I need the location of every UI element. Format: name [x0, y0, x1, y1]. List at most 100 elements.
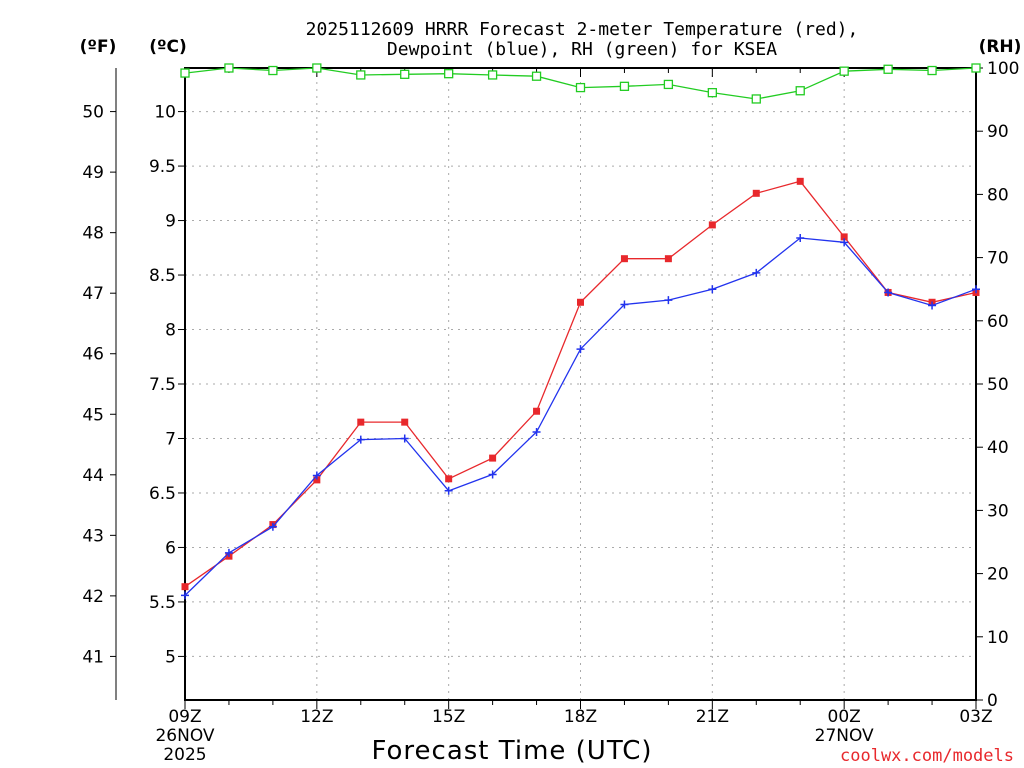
celsius-tick-label: 10: [154, 103, 176, 123]
dewpoint-point: [312, 471, 321, 480]
celsius-unit-label: (ºC): [149, 37, 187, 57]
dewpoint-point: [268, 522, 277, 531]
dewpoint-point: [488, 470, 497, 479]
fahrenheit-unit-label: (ºF): [80, 37, 117, 57]
fahrenheit-tick-label: 41: [82, 647, 104, 667]
rh-point: [444, 69, 454, 79]
rh-tick-label: 0: [987, 691, 998, 711]
rh-point: [663, 79, 674, 90]
temperature-point: [313, 476, 321, 484]
celsius-tick-label: 7.5: [149, 375, 176, 395]
celsius-tick-label: 7: [165, 429, 176, 449]
chart-title: 2025112609 HRRR Forecast 2-meter Tempera…: [306, 19, 859, 40]
temperature-point: [401, 418, 409, 426]
rh-point: [268, 65, 278, 76]
x-date-label: 26NOV: [155, 726, 214, 746]
temperature-point: [533, 407, 541, 415]
dewpoint-point: [752, 268, 761, 277]
celsius-tick-label: 6.5: [149, 484, 176, 504]
fahrenheit-tick-label: 44: [82, 466, 104, 486]
chart-subtitle: Dewpoint (blue), RH (green) for KSEA: [387, 39, 777, 60]
rh-point: [487, 70, 498, 80]
rh-point: [575, 82, 586, 93]
rh-point: [619, 81, 630, 91]
gridlines: [185, 68, 976, 700]
dewpoint-point: [576, 345, 585, 354]
temperature-point: [577, 298, 584, 306]
rh-point: [795, 86, 805, 96]
x-tick-label: 09Z: [168, 707, 201, 727]
fahrenheit-tick-label: 48: [82, 224, 104, 244]
celsius-tick-label: 9.5: [149, 157, 176, 177]
celsius-tick-label: 5: [165, 647, 176, 667]
dewpoint-point: [664, 296, 673, 305]
dewpoint-point: [928, 301, 937, 310]
dewpoint-point: [400, 434, 409, 443]
temperature-point: [840, 233, 848, 241]
celsius-tick-label: 5.5: [149, 593, 176, 613]
temperature-point: [708, 221, 716, 229]
rh-point: [971, 63, 981, 73]
x-tick-label: 18Z: [564, 707, 597, 727]
celsius-tick-label: 9: [165, 212, 176, 232]
rh-tick-label: 100: [987, 59, 1019, 79]
rh-point: [400, 69, 410, 79]
celsius-tick-label: 8.5: [149, 266, 176, 286]
rh-tick-label: 60: [987, 312, 1009, 332]
temperature-point: [181, 583, 189, 591]
fahrenheit-tick-label: 50: [82, 103, 104, 123]
temperature-point: [357, 418, 365, 426]
x-date-label: 27NOV: [815, 726, 874, 746]
fahrenheit-tick-label: 46: [82, 345, 104, 365]
rh-tick-label: 80: [987, 185, 1009, 205]
temperature-point: [445, 475, 453, 483]
rh-point: [707, 87, 717, 98]
rh-tick-label: 10: [987, 628, 1009, 648]
dewpoint-point: [181, 591, 189, 600]
axes: [110, 67, 983, 709]
dewpoint-point: [972, 285, 980, 294]
tick-labels: 5 5.5 6 6.5 7 7.5 8 8.5 9 9.5 10 41 42 43 44 45 46 47 48 49…: [82, 59, 1019, 765]
fahrenheit-tick-label: 42: [82, 587, 104, 607]
dewpoint-point: [532, 427, 541, 436]
temperature-point: [664, 255, 672, 263]
x-year-label: 2025: [163, 745, 206, 765]
rh-point: [180, 68, 190, 78]
rh-point: [927, 65, 937, 76]
x-tick-label: 12Z: [300, 707, 333, 727]
rh-point: [883, 64, 893, 74]
dewpoint-line: [184, 237, 977, 596]
celsius-tick-label: 6: [165, 538, 176, 558]
x-tick-label: 03Z: [959, 707, 992, 727]
rh-point: [224, 63, 234, 73]
temperature-point: [752, 189, 760, 197]
dewpoint-point: [884, 288, 893, 297]
data-series: [180, 63, 981, 600]
rh-tick-label: 40: [987, 438, 1009, 458]
dewpoint-point: [356, 435, 365, 444]
dewpoint-point: [840, 238, 849, 247]
rh-point: [356, 70, 366, 80]
celsius-tick-label: 8: [165, 321, 176, 341]
rh-point: [839, 66, 849, 76]
rh-point: [531, 71, 542, 81]
dewpoint-point: [708, 285, 717, 294]
fahrenheit-tick-label: 47: [82, 284, 104, 304]
rh-tick-label: 20: [987, 565, 1009, 585]
fahrenheit-tick-label: 43: [82, 526, 104, 546]
x-tick-label: 21Z: [696, 707, 729, 727]
credit-link[interactable]: coolwx.com/models: [840, 746, 1014, 766]
temperature-point: [489, 454, 497, 462]
x-axis-label: Forecast Time (UTC): [371, 736, 652, 766]
temperature-point: [796, 177, 804, 185]
dewpoint-point: [444, 486, 453, 495]
rh-tick-label: 50: [987, 375, 1009, 395]
rh-tick-label: 90: [987, 122, 1009, 142]
rh-tick-label: 70: [987, 249, 1009, 269]
fahrenheit-tick-label: 45: [82, 405, 104, 425]
rh-tick-label: 30: [987, 501, 1009, 521]
dewpoint-point: [224, 548, 233, 557]
temperature-point: [620, 255, 628, 263]
dewpoint-point: [796, 233, 805, 242]
